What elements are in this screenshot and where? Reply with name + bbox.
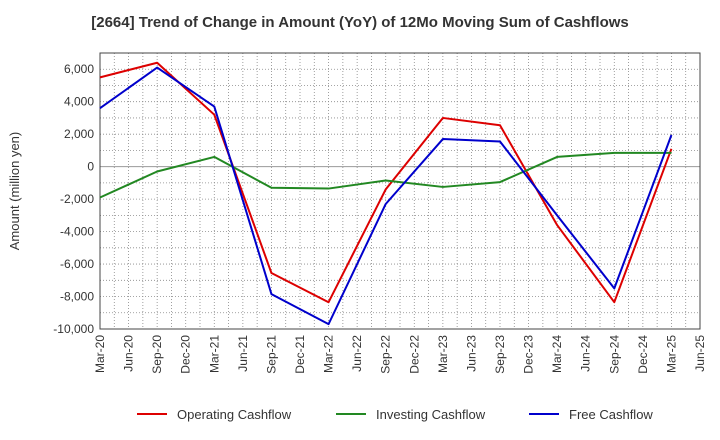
y-tick-label: 2,000 <box>64 127 94 141</box>
plot-frame <box>99 52 701 330</box>
x-tick-label: Mar-22 <box>322 335 336 373</box>
x-tick-label: Dec-21 <box>293 335 307 374</box>
y-tick-label: -4,000 <box>60 225 94 239</box>
x-tick-label: Jun-24 <box>579 335 593 372</box>
x-tick-label: Mar-20 <box>93 335 107 373</box>
x-tick-label: Mar-24 <box>550 335 564 373</box>
x-tick-label: Mar-21 <box>207 335 221 373</box>
x-tick-label: Jun-20 <box>122 335 136 372</box>
x-tick-label: Sep-20 <box>150 335 164 374</box>
x-tick-label: Jun-23 <box>464 335 478 372</box>
legend: Operating Cashflow Investing Cashflow Free… <box>137 407 653 422</box>
x-tick-label: Sep-23 <box>493 335 507 374</box>
y-tick-label: -10,000 <box>53 322 94 336</box>
x-tick-label: Dec-23 <box>522 335 536 374</box>
y-tick-label: 0 <box>87 160 94 174</box>
legend-label: Free Cashflow <box>569 407 653 422</box>
x-tick-label: Dec-22 <box>407 335 421 374</box>
series-layer <box>99 61 673 326</box>
y-tick-label: -2,000 <box>60 192 94 206</box>
x-tick-label: Sep-22 <box>379 335 393 374</box>
axis-layer: 6,000 4,000 2,000 0 -2,000 -4,000 -6,000 -8,000… <box>53 52 707 374</box>
x-tick-label: Dec-24 <box>636 335 650 374</box>
grid-layer <box>99 52 701 330</box>
x-tick-label: Mar-23 <box>436 335 450 373</box>
y-axis-label-group: Amount (million yen) <box>7 132 22 251</box>
x-tick-label: Dec-20 <box>179 335 193 374</box>
x-tick-label: Jun-25 <box>693 335 707 372</box>
chart-title: [2664] Trend of Change in Amount (YoY) o… <box>91 14 629 31</box>
x-tick-label: Sep-21 <box>264 335 278 374</box>
x-tick-label: Jun-22 <box>350 335 364 372</box>
y-tick-label: 4,000 <box>64 95 94 109</box>
y-axis-label: Amount (million yen) <box>7 132 22 251</box>
series-line-free-cashflow <box>99 66 673 326</box>
x-tick-label: Sep-24 <box>607 335 621 374</box>
y-tick-label: -8,000 <box>60 290 94 304</box>
x-tick-label: Mar-25 <box>664 335 678 373</box>
legend-label: Investing Cashflow <box>376 407 486 422</box>
y-tick-label: 6,000 <box>64 62 94 76</box>
x-tick-label: Jun-21 <box>236 335 250 372</box>
y-tick-label: -6,000 <box>60 257 94 271</box>
legend-label: Operating Cashflow <box>177 407 292 422</box>
